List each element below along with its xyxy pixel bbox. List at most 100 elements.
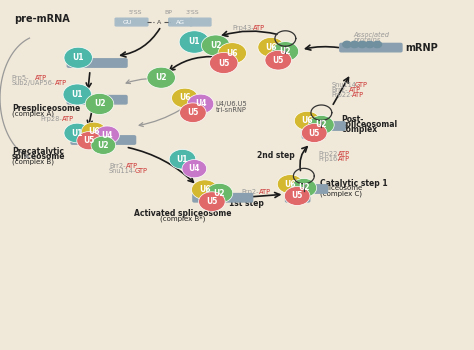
Text: Precatalytic: Precatalytic — [12, 147, 64, 156]
Circle shape — [182, 160, 207, 178]
Circle shape — [301, 124, 327, 142]
Circle shape — [172, 88, 198, 108]
Text: AG: AG — [176, 20, 184, 25]
Text: proteins: proteins — [353, 37, 381, 43]
FancyArrowPatch shape — [25, 154, 28, 157]
Circle shape — [82, 122, 106, 140]
Circle shape — [91, 136, 116, 154]
Text: 5'SS: 5'SS — [128, 10, 142, 15]
Text: U5: U5 — [83, 136, 95, 145]
FancyArrowPatch shape — [300, 147, 307, 170]
Text: Prp5-: Prp5- — [12, 75, 29, 81]
Text: Brr2-: Brr2- — [332, 87, 348, 93]
Text: U5: U5 — [309, 128, 320, 138]
Circle shape — [218, 43, 246, 64]
Text: spliceosomal: spliceosomal — [341, 120, 397, 129]
Text: Post-: Post- — [341, 114, 364, 124]
Text: GTP: GTP — [135, 168, 147, 174]
Text: GU: GU — [122, 20, 132, 25]
Text: Associated: Associated — [353, 32, 389, 38]
Text: spliceosome: spliceosome — [320, 185, 363, 191]
Text: U5: U5 — [187, 108, 199, 117]
FancyArrowPatch shape — [139, 110, 180, 126]
FancyArrowPatch shape — [86, 73, 91, 88]
Circle shape — [294, 111, 320, 130]
Text: U2: U2 — [298, 183, 310, 192]
Text: 1st step: 1st step — [229, 199, 264, 208]
Circle shape — [77, 132, 101, 150]
Text: U2: U2 — [210, 41, 221, 50]
Text: Brr2-: Brr2- — [109, 163, 126, 169]
Circle shape — [272, 42, 299, 61]
Text: ATP: ATP — [253, 25, 265, 31]
Text: Prp22-: Prp22- — [332, 92, 354, 98]
Text: Activated spliceosome: Activated spliceosome — [134, 209, 231, 218]
Text: U6: U6 — [265, 43, 277, 52]
Text: U5: U5 — [218, 58, 229, 68]
Circle shape — [191, 180, 218, 200]
Circle shape — [343, 41, 351, 48]
Text: 3'SS: 3'SS — [185, 10, 199, 15]
Text: Catalytic step 1: Catalytic step 1 — [320, 178, 388, 188]
Text: ATP: ATP — [338, 156, 351, 162]
Text: (complex B): (complex B) — [12, 159, 54, 165]
Circle shape — [147, 67, 175, 88]
FancyArrowPatch shape — [241, 193, 280, 197]
Circle shape — [291, 178, 317, 197]
Text: mRNP: mRNP — [405, 43, 438, 53]
Text: U6: U6 — [179, 93, 191, 103]
Text: complex: complex — [341, 125, 377, 134]
Text: U1: U1 — [72, 128, 83, 138]
Text: Prp28-: Prp28- — [40, 116, 62, 122]
FancyBboxPatch shape — [340, 43, 402, 52]
Circle shape — [206, 183, 233, 203]
FancyBboxPatch shape — [190, 18, 211, 26]
Circle shape — [199, 192, 225, 211]
Text: U6: U6 — [88, 127, 100, 136]
Circle shape — [284, 187, 310, 205]
FancyBboxPatch shape — [302, 130, 325, 138]
Text: U2: U2 — [316, 120, 327, 130]
Circle shape — [358, 41, 366, 48]
Text: A: A — [157, 20, 161, 25]
Text: ATP: ATP — [349, 87, 361, 93]
FancyArrowPatch shape — [222, 31, 277, 36]
Text: Sub2/UAP56-: Sub2/UAP56- — [12, 80, 55, 86]
Circle shape — [201, 35, 230, 56]
FancyBboxPatch shape — [285, 194, 310, 202]
FancyArrowPatch shape — [306, 45, 338, 50]
Text: Prp43-: Prp43- — [232, 25, 254, 31]
Text: U4/U6.U5: U4/U6.U5 — [216, 101, 247, 107]
Circle shape — [95, 126, 119, 144]
FancyBboxPatch shape — [67, 96, 127, 104]
Text: ATP: ATP — [35, 75, 47, 81]
Text: ATP: ATP — [126, 163, 138, 169]
Text: ATP: ATP — [259, 189, 271, 195]
Circle shape — [64, 123, 91, 143]
Text: U1: U1 — [189, 37, 200, 47]
FancyArrowPatch shape — [126, 79, 147, 84]
FancyArrowPatch shape — [170, 57, 213, 71]
Text: pre-mRNA: pre-mRNA — [14, 14, 70, 24]
FancyBboxPatch shape — [193, 194, 253, 202]
Text: U1: U1 — [72, 90, 83, 99]
Circle shape — [64, 47, 92, 68]
Text: U1: U1 — [177, 155, 188, 164]
FancyArrowPatch shape — [121, 29, 160, 57]
Circle shape — [365, 41, 374, 48]
FancyBboxPatch shape — [115, 18, 148, 26]
Text: 2nd step: 2nd step — [257, 151, 295, 160]
Text: tri-snRNP: tri-snRNP — [216, 107, 246, 113]
Text: U2: U2 — [280, 47, 291, 56]
Text: (complex B*): (complex B*) — [160, 216, 205, 222]
Text: U2: U2 — [94, 99, 105, 108]
FancyBboxPatch shape — [67, 59, 127, 67]
Text: Prp16-: Prp16- — [319, 156, 340, 162]
Circle shape — [210, 52, 238, 74]
Text: U4: U4 — [195, 99, 206, 108]
Circle shape — [309, 116, 334, 134]
Text: U2: U2 — [98, 141, 109, 150]
Circle shape — [63, 84, 91, 105]
FancyArrowPatch shape — [87, 111, 92, 126]
Text: U5: U5 — [206, 197, 218, 206]
